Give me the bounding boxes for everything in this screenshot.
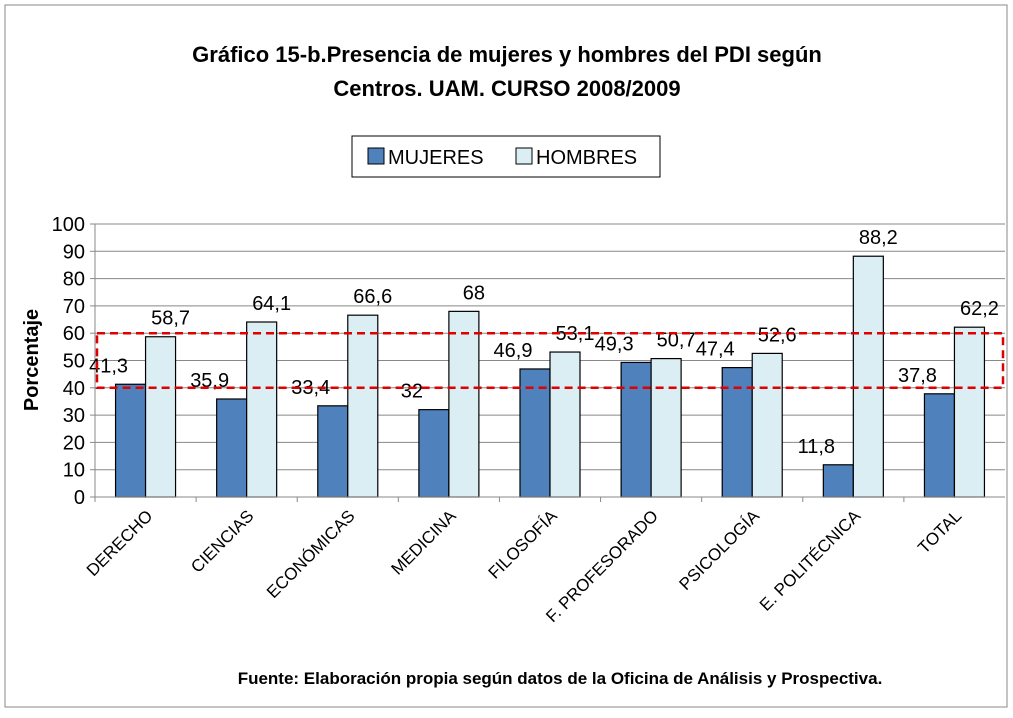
- y-tick-label: 30: [63, 405, 85, 427]
- bar: [114, 383, 147, 498]
- y-tick-label: 0: [74, 487, 85, 509]
- data-label: 32: [401, 381, 423, 403]
- bar: [418, 409, 450, 498]
- bar: [549, 351, 581, 498]
- bar: [721, 366, 753, 498]
- y-tick-label: 70: [63, 296, 85, 318]
- data-label: 62,2: [960, 298, 999, 320]
- y-axis-label: Porcentaje: [21, 309, 43, 411]
- y-tick-label: 20: [63, 432, 85, 454]
- bar: [216, 398, 248, 498]
- chart-title: Gráfico 15-b.Presencia de mujeres y homb…: [192, 42, 822, 67]
- bar: [448, 310, 480, 498]
- data-label: 11,8: [798, 436, 835, 458]
- legend-swatch: [515, 147, 533, 165]
- data-label: 41,3: [89, 355, 128, 377]
- legend-box: [351, 135, 661, 178]
- bar: [317, 405, 349, 498]
- data-label: 47,4: [696, 339, 735, 361]
- data-label: 66,6: [353, 286, 392, 308]
- data-label: 49,3: [595, 333, 634, 355]
- data-label: 64,1: [252, 293, 291, 315]
- data-label: 35,9: [190, 370, 229, 392]
- bar: [519, 368, 551, 498]
- data-label: 68: [463, 282, 485, 304]
- data-label: 50,7: [657, 330, 696, 352]
- legend-label: MUJERES: [388, 147, 484, 169]
- bar: [144, 336, 177, 498]
- data-label: 88,2: [859, 227, 898, 249]
- bar: [852, 255, 884, 498]
- y-tick-label: 40: [63, 378, 85, 400]
- data-label: 37,8: [898, 365, 937, 387]
- bar: [923, 393, 956, 498]
- bar: [751, 352, 783, 498]
- bar: [246, 321, 278, 498]
- data-label: 53,1: [556, 323, 595, 345]
- y-tick-label: 60: [63, 323, 85, 345]
- y-tick-label: 90: [63, 241, 85, 263]
- y-tick-label: 100: [52, 214, 85, 236]
- bar: [347, 314, 379, 498]
- chart-title: Centros. UAM. CURSO 2008/2009: [333, 76, 680, 101]
- data-label: 58,7: [151, 308, 190, 330]
- y-tick-label: 80: [63, 269, 85, 291]
- legend-label: HOMBRES: [536, 147, 637, 169]
- data-label: 46,9: [494, 340, 533, 362]
- y-tick-label: 50: [63, 351, 85, 373]
- y-tick-label: 10: [63, 460, 85, 482]
- bar: [650, 357, 682, 498]
- bar: [953, 326, 986, 498]
- bar: [620, 361, 652, 498]
- source-note: Fuente: Elaboración propia según datos d…: [238, 669, 883, 688]
- bar: [822, 464, 854, 498]
- legend-swatch: [367, 147, 385, 165]
- data-label: 52,6: [758, 324, 797, 346]
